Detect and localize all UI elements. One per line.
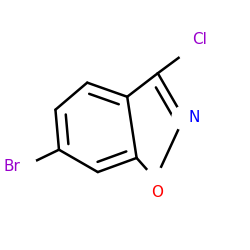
Circle shape <box>13 154 36 178</box>
Text: Br: Br <box>4 159 20 174</box>
Circle shape <box>144 167 167 191</box>
Text: N: N <box>189 110 200 126</box>
Text: O: O <box>151 185 163 200</box>
Circle shape <box>178 38 201 62</box>
Circle shape <box>172 106 196 130</box>
Text: Cl: Cl <box>192 32 207 47</box>
